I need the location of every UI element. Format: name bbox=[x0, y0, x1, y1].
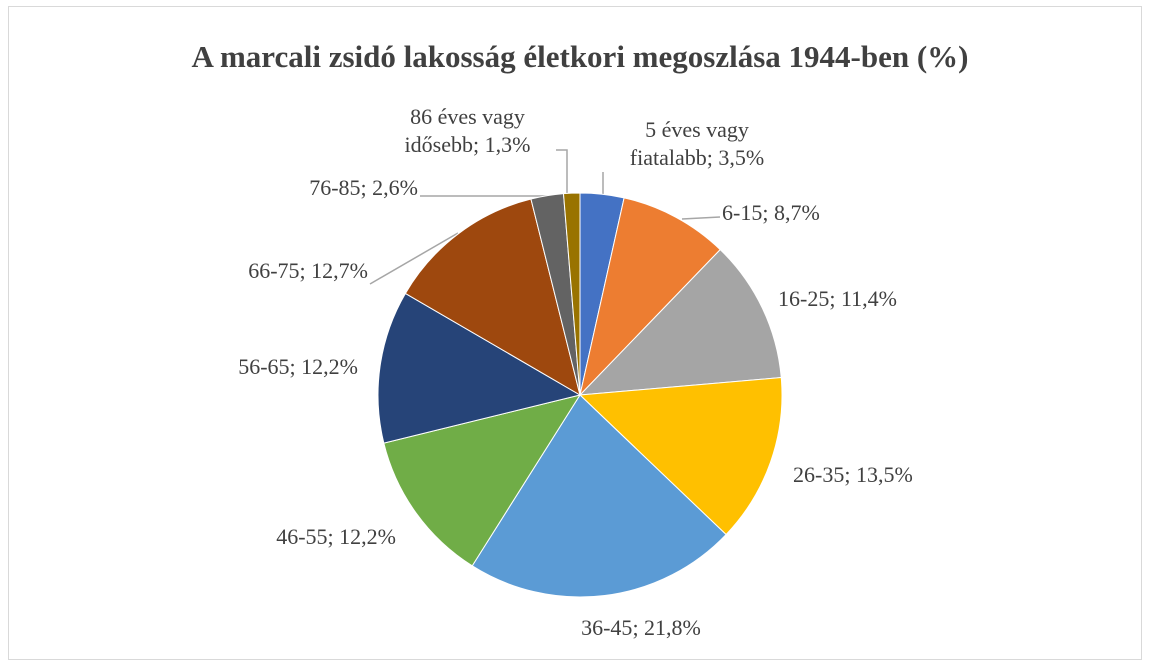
value-label: ; 12,2% bbox=[327, 524, 396, 549]
category-label: 5 éves vagy fiatalabb bbox=[629, 117, 749, 170]
data-label: 36-45; 21,8% bbox=[541, 614, 741, 642]
label-box: 5 éves vagy fiatalabb; 3,5% bbox=[607, 116, 787, 172]
value-label: ; 12,2% bbox=[289, 354, 358, 379]
value-label: ; 3,5% bbox=[706, 145, 765, 170]
value-label: ; 2,6% bbox=[360, 175, 418, 200]
value-label: ; 8,7% bbox=[762, 200, 820, 225]
label-box: 16-25; 11,4% bbox=[778, 285, 998, 313]
pie-slice bbox=[471, 394, 727, 598]
value-label: ; 13,5% bbox=[844, 462, 913, 487]
category-label: 6-15 bbox=[722, 200, 763, 225]
leader-lines bbox=[369, 149, 721, 285]
label-box: 46-55; 12,2% bbox=[176, 523, 396, 551]
data-label: 66-75; 12,7% bbox=[148, 257, 368, 285]
label-box: 6-15; 8,7% bbox=[722, 199, 942, 227]
label-box: 76-85; 2,6% bbox=[198, 174, 418, 202]
data-label: 5 éves vagy fiatalabb; 3,5% bbox=[607, 116, 787, 172]
pie-slice bbox=[377, 292, 582, 444]
category-label: 16-25 bbox=[778, 286, 830, 311]
value-label: ; 21,8% bbox=[632, 615, 701, 640]
pie-slice bbox=[404, 198, 581, 397]
value-label: ; 1,3% bbox=[473, 132, 531, 157]
category-label: 36-45 bbox=[581, 615, 633, 640]
chart-border bbox=[8, 6, 1142, 660]
leader-line bbox=[681, 216, 721, 220]
data-label: 56-65; 12,2% bbox=[138, 353, 358, 381]
title-box: A marcali zsidó lakosság életkori megosz… bbox=[191, 39, 969, 74]
data-label: 6-15; 8,7% bbox=[722, 199, 942, 227]
pie-slice bbox=[562, 192, 581, 396]
pie-slice bbox=[383, 394, 582, 567]
category-label: 26-35 bbox=[793, 462, 845, 487]
data-label: 46-55; 12,2% bbox=[176, 523, 396, 551]
label-box: 56-65; 12,2% bbox=[138, 353, 358, 381]
data-label: 26-35; 13,5% bbox=[793, 461, 1013, 489]
pie-slice bbox=[578, 248, 782, 396]
category-label: 56-65 bbox=[238, 354, 290, 379]
category-label: 76-85 bbox=[309, 175, 361, 200]
category-label: 86 éves vagy idősebb bbox=[404, 104, 525, 157]
pie-slice bbox=[578, 377, 783, 536]
category-label: 46-55 bbox=[276, 524, 328, 549]
pie-slice bbox=[579, 197, 721, 397]
label-box: 26-35; 13,5% bbox=[793, 461, 1013, 489]
category-label: 66-75 bbox=[248, 258, 300, 283]
value-label: ; 11,4% bbox=[829, 286, 897, 311]
data-label: 16-25; 11,4% bbox=[778, 285, 998, 313]
label-box: 66-75; 12,7% bbox=[148, 257, 368, 285]
label-box: 36-45; 21,8% bbox=[541, 614, 741, 642]
leader-line bbox=[556, 149, 568, 194]
chart-title: A marcali zsidó lakosság életkori megosz… bbox=[191, 39, 969, 74]
data-label: 76-85; 2,6% bbox=[198, 174, 418, 202]
value-label: ; 12,7% bbox=[299, 258, 368, 283]
leader-line bbox=[369, 232, 459, 285]
data-label: 86 éves vagy idősebb; 1,3% bbox=[375, 103, 560, 159]
label-box: 86 éves vagy idősebb; 1,3% bbox=[375, 103, 560, 159]
